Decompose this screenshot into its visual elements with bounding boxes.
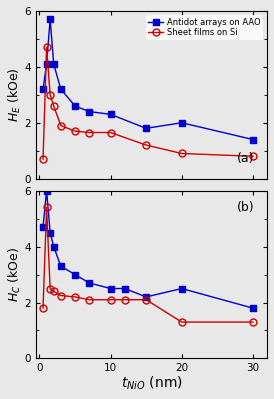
Sheet films on Si — [251, 154, 255, 159]
Antidot arrays on AAO — [73, 272, 77, 277]
Antidot arrays on AAO — [144, 294, 148, 299]
Sheet films on Si — [52, 104, 55, 109]
Antidot arrays on AAO — [109, 112, 112, 117]
Sheet films on Si — [144, 143, 148, 148]
Antidot arrays on AAO — [109, 286, 112, 291]
Sheet films on Si — [41, 306, 45, 310]
Antidot arrays on AAO — [251, 137, 255, 142]
Antidot arrays on AAO — [45, 62, 48, 67]
Sheet films on Si — [109, 130, 112, 135]
Antidot arrays on AAO — [52, 244, 55, 249]
Antidot arrays on AAO — [48, 17, 52, 22]
Text: (b): (b) — [237, 201, 255, 214]
Antidot arrays on AAO — [48, 230, 52, 235]
Sheet films on Si — [45, 205, 48, 210]
Sheet films on Si — [180, 320, 183, 324]
Antidot arrays on AAO — [45, 188, 48, 193]
Antidot arrays on AAO — [88, 280, 91, 285]
Antidot arrays on AAO — [73, 104, 77, 109]
Text: (a): (a) — [237, 152, 255, 165]
Sheet films on Si — [41, 157, 45, 162]
Antidot arrays on AAO — [59, 264, 62, 269]
Line: Sheet films on Si: Sheet films on Si — [39, 204, 256, 326]
Antidot arrays on AAO — [123, 286, 127, 291]
Antidot arrays on AAO — [88, 109, 91, 114]
Sheet films on Si — [123, 297, 127, 302]
Antidot arrays on AAO — [41, 87, 45, 92]
Antidot arrays on AAO — [52, 62, 55, 67]
Y-axis label: $H_E$ (kOe): $H_E$ (kOe) — [7, 67, 23, 122]
Antidot arrays on AAO — [180, 120, 183, 125]
Line: Antidot arrays on AAO: Antidot arrays on AAO — [39, 187, 256, 312]
Sheet films on Si — [59, 123, 62, 128]
X-axis label: $t_{NiO}$ (nm): $t_{NiO}$ (nm) — [121, 375, 182, 392]
Line: Sheet films on Si: Sheet films on Si — [39, 44, 256, 162]
Antidot arrays on AAO — [41, 225, 45, 229]
Sheet films on Si — [73, 294, 77, 299]
Sheet films on Si — [59, 293, 62, 298]
Sheet films on Si — [73, 129, 77, 134]
Sheet films on Si — [88, 130, 91, 135]
Sheet films on Si — [251, 320, 255, 324]
Sheet films on Si — [180, 151, 183, 156]
Sheet films on Si — [52, 289, 55, 294]
Antidot arrays on AAO — [144, 126, 148, 131]
Sheet films on Si — [45, 45, 48, 49]
Y-axis label: $H_C$ (kOe): $H_C$ (kOe) — [7, 247, 23, 302]
Sheet films on Si — [109, 297, 112, 302]
Sheet films on Si — [48, 93, 52, 97]
Line: Antidot arrays on AAO: Antidot arrays on AAO — [39, 16, 256, 143]
Sheet films on Si — [48, 286, 52, 291]
Antidot arrays on AAO — [59, 87, 62, 92]
Antidot arrays on AAO — [180, 286, 183, 291]
Sheet films on Si — [144, 297, 148, 302]
Legend: Antidot arrays on AAO, Sheet films on Si: Antidot arrays on AAO, Sheet films on Si — [146, 15, 263, 40]
Antidot arrays on AAO — [251, 306, 255, 310]
Sheet films on Si — [88, 297, 91, 302]
